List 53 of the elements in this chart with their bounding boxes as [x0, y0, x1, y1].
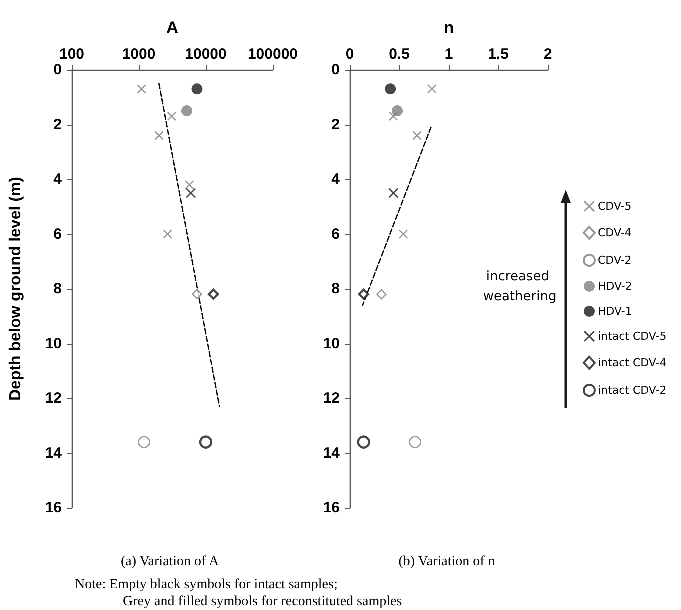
y-tick-label: 10: [45, 335, 62, 352]
text: (b) Variation of n: [398, 554, 496, 570]
legend-label: CDV-2: [598, 254, 632, 267]
chart-title: A: [166, 18, 179, 38]
y-tick-label: 0: [332, 62, 340, 78]
y-tick-label: 6: [54, 226, 62, 243]
x-tick-label: 1000: [122, 46, 156, 63]
y-tick-label: 12: [45, 390, 62, 407]
y-tick-label: 0: [54, 62, 62, 78]
point: [428, 84, 437, 94]
chart-title: n: [444, 18, 454, 38]
y-tick-label: 14: [323, 444, 341, 462]
y-tick-label: 2: [332, 116, 340, 134]
point: [358, 288, 370, 300]
x-tick-label: 100: [59, 46, 85, 63]
y-tick-label: 6: [332, 226, 340, 243]
point: [398, 230, 408, 239]
legend-label: CDV-4: [598, 226, 632, 240]
legend-label: HDV-1: [598, 305, 632, 318]
text: Note: Empty black symbols for intact samples;: [75, 578, 338, 592]
legend-label: intact CDV-4: [598, 356, 667, 370]
x-tick-label: 1: [444, 46, 454, 63]
x-tick-label: 1.5: [488, 46, 509, 63]
annotation: increased weathering: [483, 270, 557, 304]
y-tick-label: 14: [45, 444, 63, 462]
legend-label: CDV-5: [598, 200, 632, 213]
y-tick-label: 2: [54, 116, 62, 134]
point: [376, 289, 387, 300]
point: [409, 436, 422, 448]
y-tick-label: 8: [332, 280, 340, 298]
point: [357, 436, 370, 449]
point: [412, 131, 422, 140]
x-tick-label: 100000: [248, 46, 298, 63]
point: [385, 84, 396, 95]
y-tick-label: 10: [323, 335, 340, 352]
legend-label: HDV-2: [598, 280, 632, 293]
y-tick-label: 12: [323, 390, 340, 407]
legend-label: intact CDV-5: [598, 330, 667, 343]
y-axis-title: Depth below ground level (m): [8, 176, 24, 402]
x-tick-label: 0.5: [389, 46, 410, 63]
legend-label: intact CDV-2: [598, 384, 667, 397]
text: (a) Variation of A: [120, 554, 220, 570]
text: Grey and filled symbols for reconstituted samples: [123, 594, 402, 610]
y-tick-label: 16: [323, 500, 340, 516]
y-tick-label: 8: [54, 280, 62, 298]
y-tick-label: 4: [332, 171, 341, 188]
y-tick-label: 16: [45, 500, 62, 516]
y-tick-label: 4: [54, 171, 63, 188]
x-tick-label: 2: [544, 46, 552, 63]
point: [392, 106, 404, 117]
x-tick-label: 10000: [185, 46, 227, 63]
point: [388, 188, 399, 198]
x-tick-label: 0: [346, 46, 354, 63]
